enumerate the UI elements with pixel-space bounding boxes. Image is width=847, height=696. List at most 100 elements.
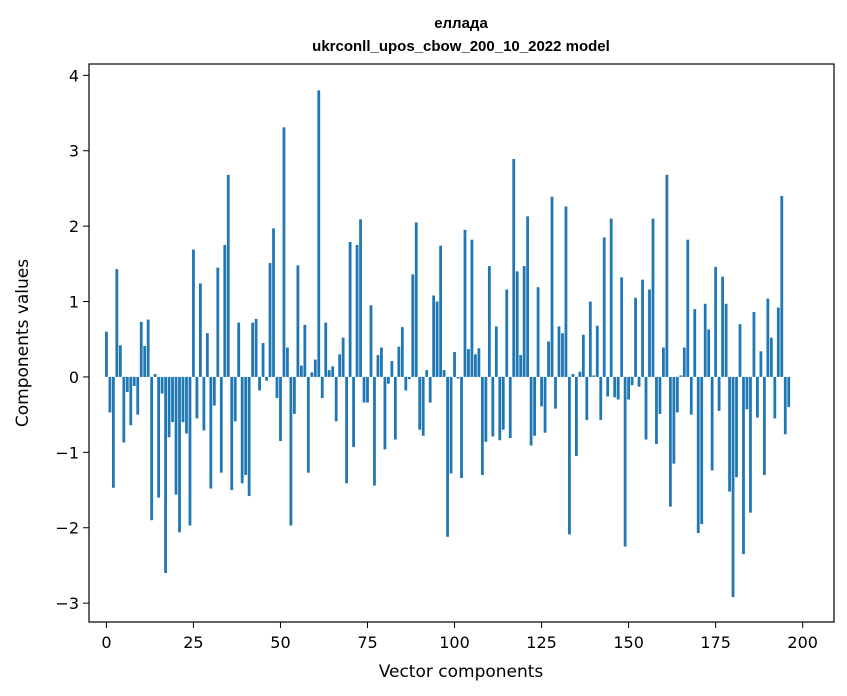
bar-87 [407, 376, 411, 380]
bar-68 [341, 337, 345, 377]
bar-88 [411, 274, 415, 377]
bar-195 [783, 376, 787, 435]
bar-46 [265, 376, 268, 381]
y-tick-label: −1 [55, 443, 79, 462]
bar-113 [498, 376, 502, 441]
bar-150 [627, 376, 630, 400]
bar-91 [421, 376, 425, 436]
bar-69 [345, 376, 349, 484]
bar-193 [776, 307, 780, 377]
bar-137 [581, 334, 585, 377]
bar-171 [700, 376, 704, 524]
bar-183 [742, 376, 745, 555]
x-tick-label: 150 [613, 633, 644, 652]
bar-92 [425, 370, 429, 377]
bar-122 [529, 376, 533, 446]
bar-156 [648, 289, 651, 377]
bar-74 [362, 376, 366, 403]
bar-35 [226, 174, 230, 377]
bar-2 [111, 376, 115, 488]
bar-57 [303, 324, 307, 377]
x-tick-label: 100 [439, 633, 470, 652]
bar-94 [432, 295, 436, 377]
bar-26 [195, 376, 199, 419]
bar-72 [355, 244, 359, 377]
bar-89 [414, 222, 418, 377]
bar-131 [561, 333, 564, 377]
bar-67 [338, 354, 342, 377]
bar-148 [620, 277, 624, 377]
bar-73 [359, 219, 362, 377]
bar-135 [574, 376, 578, 457]
bar-170 [696, 376, 700, 534]
bar-22 [181, 376, 185, 423]
x-tick-label: 0 [101, 633, 111, 652]
bar-109 [484, 376, 488, 442]
bar-96 [439, 245, 443, 377]
bar-100 [453, 352, 456, 377]
bar-138 [585, 376, 589, 420]
bar-146 [613, 376, 617, 398]
bar-189 [762, 376, 766, 475]
bar-114 [501, 376, 505, 430]
x-axis-label: Vector components [379, 662, 544, 682]
bar-58 [306, 376, 310, 473]
bar-182 [738, 324, 742, 377]
x-ticks-group: 0 25 50 75 100 125 150 175 200 [101, 622, 818, 652]
bar-105 [470, 239, 474, 377]
bar-34 [223, 244, 227, 377]
bar-157 [651, 218, 655, 377]
x-tick-label: 50 [270, 633, 290, 652]
bar-47 [268, 263, 272, 377]
bar-33 [219, 376, 223, 473]
bar-112 [494, 326, 498, 377]
bar-83 [393, 376, 397, 440]
bar-177 [721, 276, 724, 377]
bar-5 [122, 376, 126, 443]
bar-179 [728, 376, 731, 492]
bar-80 [383, 376, 387, 450]
bar-17 [164, 376, 167, 573]
bar-84 [397, 346, 401, 377]
bar-190 [766, 298, 770, 377]
bar-176 [717, 376, 721, 411]
bar-81 [387, 376, 390, 384]
bar-161 [665, 174, 669, 377]
bar-65 [331, 366, 335, 377]
bar-144 [606, 376, 610, 397]
bar-9 [136, 376, 140, 415]
bar-21 [178, 376, 181, 533]
y-tick-label: 0 [69, 368, 79, 387]
bar-181 [735, 376, 738, 478]
bar-38 [237, 322, 241, 377]
bar-108 [481, 376, 484, 475]
bar-0 [105, 331, 108, 377]
bar-169 [693, 309, 697, 377]
bar-82 [390, 361, 394, 377]
bar-6 [125, 376, 129, 393]
bar-123 [533, 376, 536, 436]
bar-139 [588, 301, 592, 377]
chart-subtitle: ukrconll_upos_cbow_200_10_2022 model [312, 38, 610, 55]
bar-40 [244, 376, 248, 475]
bar-162 [668, 376, 672, 507]
bar-3 [115, 269, 119, 377]
y-axis-label: Components values [13, 259, 33, 427]
bar-180 [731, 376, 735, 598]
bar-188 [759, 351, 763, 377]
bar-133 [568, 376, 571, 535]
bar-14 [153, 373, 157, 377]
bar-136 [578, 371, 582, 377]
bar-20 [174, 376, 178, 495]
bar-37 [233, 376, 237, 422]
bar-166 [682, 347, 686, 377]
bar-70 [348, 241, 352, 377]
bar-16 [160, 376, 164, 394]
bar-50 [279, 376, 282, 442]
bar-110 [487, 266, 491, 377]
bar-158 [655, 376, 658, 445]
bar-11 [143, 346, 147, 377]
bar-106 [474, 354, 477, 377]
bar-45 [261, 343, 265, 377]
bar-163 [672, 376, 676, 464]
